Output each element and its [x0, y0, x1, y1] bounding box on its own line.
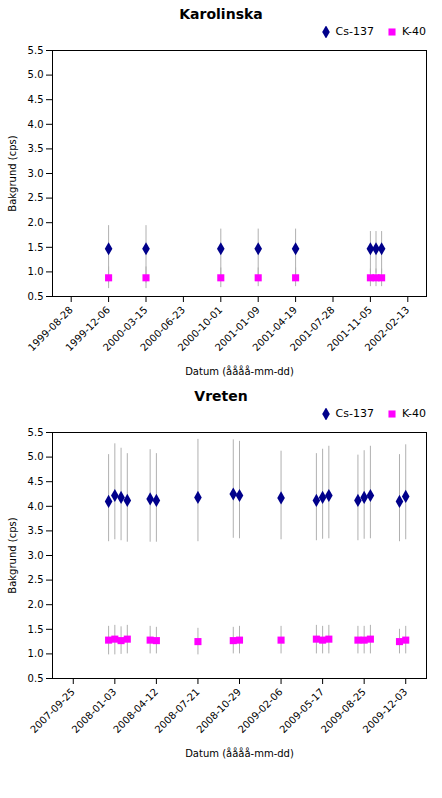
svg-text:3.0: 3.0 — [28, 168, 44, 179]
svg-text:2001-01-09: 2001-01-09 — [213, 304, 262, 354]
svg-text:2000-03-15: 2000-03-15 — [100, 304, 150, 354]
svg-text:4.0: 4.0 — [28, 119, 44, 130]
svg-text:2.5: 2.5 — [28, 192, 44, 203]
html-text:Cs-137: Cs-137 — [335, 25, 374, 38]
svg-text:2001-07-28: 2001-07-28 — [287, 304, 337, 354]
html-text:K-40: K-40 — [402, 25, 426, 38]
svg-text:Bakgrund (cps): Bakgrund (cps) — [7, 135, 18, 211]
svg-text:2009-12-03: 2009-12-03 — [361, 686, 410, 735]
svg-text:5.5: 5.5 — [28, 45, 44, 56]
svg-text:2008-01-03: 2008-01-03 — [69, 686, 119, 736]
svg-text:4.5: 4.5 — [28, 476, 44, 487]
svg-text:1999-08-28: 1999-08-28 — [26, 304, 75, 354]
svg-text:1.5: 1.5 — [28, 624, 44, 635]
svg-text:2009-05-17: 2009-05-17 — [277, 686, 327, 736]
svg-text:2001-11-05: 2001-11-05 — [325, 304, 375, 354]
svg-text:2.0: 2.0 — [28, 599, 44, 610]
svg-text:2000-06-23: 2000-06-23 — [138, 304, 188, 354]
svg-text:2009-08-25: 2009-08-25 — [319, 686, 368, 736]
svg-text:4.0: 4.0 — [28, 501, 44, 512]
html-text:Karolinska: Karolinska — [179, 6, 263, 22]
svg-text:5.0: 5.0 — [28, 451, 44, 462]
svg-text:3.5: 3.5 — [28, 525, 44, 536]
svg-text:0.5: 0.5 — [28, 673, 44, 684]
html-text:Vreten: Vreten — [194, 388, 248, 404]
svg-text:2.5: 2.5 — [28, 574, 44, 585]
svg-text:Datum (åååå-mm-dd): Datum (åååå-mm-dd) — [185, 747, 294, 759]
html-text:Cs-137: Cs-137 — [335, 407, 374, 420]
svg-text:5.5: 5.5 — [28, 427, 44, 438]
svg-text:1.0: 1.0 — [28, 648, 44, 659]
html-text:K-40: K-40 — [402, 407, 426, 420]
svg-text:2008-04-12: 2008-04-12 — [111, 686, 161, 736]
svg-text:4.5: 4.5 — [28, 94, 44, 105]
svg-text:1999-12-06: 1999-12-06 — [63, 304, 113, 354]
svg-text:2000-10-01: 2000-10-01 — [175, 304, 225, 354]
svg-text:Datum (åååå-mm-dd): Datum (åååå-mm-dd) — [185, 365, 294, 377]
svg-text:Bakgrund (cps): Bakgrund (cps) — [7, 517, 18, 593]
svg-text:3.5: 3.5 — [28, 143, 44, 154]
svg-text:2007-09-25: 2007-09-25 — [28, 686, 77, 736]
svg-text:1.0: 1.0 — [28, 266, 44, 277]
svg-text:2008-07-21: 2008-07-21 — [152, 686, 202, 736]
svg-text:2001-04-19: 2001-04-19 — [250, 304, 300, 354]
svg-text:0.5: 0.5 — [28, 291, 44, 302]
svg-text:3.0: 3.0 — [28, 550, 44, 561]
svg-text:2009-02-06: 2009-02-06 — [235, 686, 285, 736]
svg-text:1.5: 1.5 — [28, 242, 44, 253]
svg-text:2002-02-13: 2002-02-13 — [363, 304, 412, 353]
svg-text:2008-10-29: 2008-10-29 — [194, 686, 244, 736]
svg-text:5.0: 5.0 — [28, 69, 44, 80]
svg-text:2.0: 2.0 — [28, 217, 44, 228]
